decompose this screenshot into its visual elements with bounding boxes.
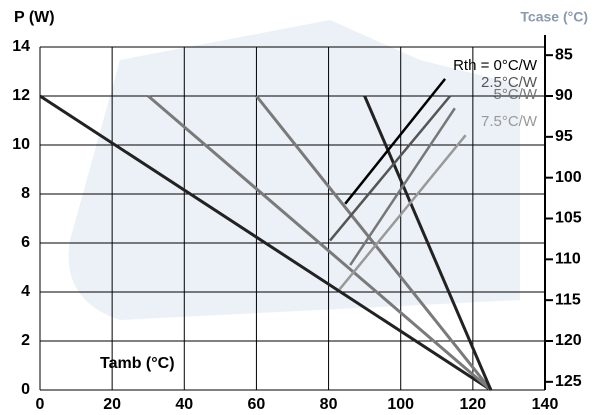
derating-line [255,95,493,391]
rth-line [349,107,456,266]
y-tick-label: 6 [21,234,30,251]
derating-line [39,94,492,392]
y-tick-label: 14 [12,38,30,55]
x-tick-label: 80 [320,396,338,413]
y2-tick-label: 100 [555,169,582,186]
legend-label: Rth = 0°C/W [453,57,538,74]
x-tick-label: 40 [175,396,193,413]
y-tick-label: 12 [12,87,30,104]
rth-line [329,95,452,242]
legend-label: 7.5°C/W [481,113,538,130]
y2-tick-label: 110 [555,251,581,268]
y2-tick-label: 95 [555,128,573,145]
x-tick-label: 0 [36,396,45,413]
y2-tick-label: 105 [555,210,582,227]
x-axis-label: Tamb (°C) [100,355,175,372]
y-tick-label: 10 [12,136,30,153]
y2-axis-label: Tcase (°C) [520,9,588,25]
y-tick-label: 0 [21,381,30,398]
x-tick-label: 140 [532,396,559,413]
derating-line [363,95,493,391]
y2-tick-label: 125 [555,373,582,390]
y-tick-label: 8 [21,185,30,202]
rth-line [344,78,447,205]
derating-line [147,94,492,392]
y2-tick-label: 115 [555,291,581,308]
rth-line [338,134,467,291]
legend-label: 5°C/W [494,86,538,103]
watermark [68,20,521,320]
y-tick-label: 2 [21,332,30,349]
y2-tick-label: 120 [555,332,582,349]
y-axis-label: P (W) [14,9,55,26]
x-tick-label: 100 [387,396,414,413]
y2-tick-label: 90 [555,87,573,104]
x-tick-label: 60 [248,396,266,413]
x-tick-label: 20 [103,396,121,413]
y2-tick-label: 85 [555,46,573,63]
y-tick-label: 4 [21,283,30,300]
legend-label: 2.5°C/W [481,74,538,91]
x-tick-label: 120 [460,396,487,413]
